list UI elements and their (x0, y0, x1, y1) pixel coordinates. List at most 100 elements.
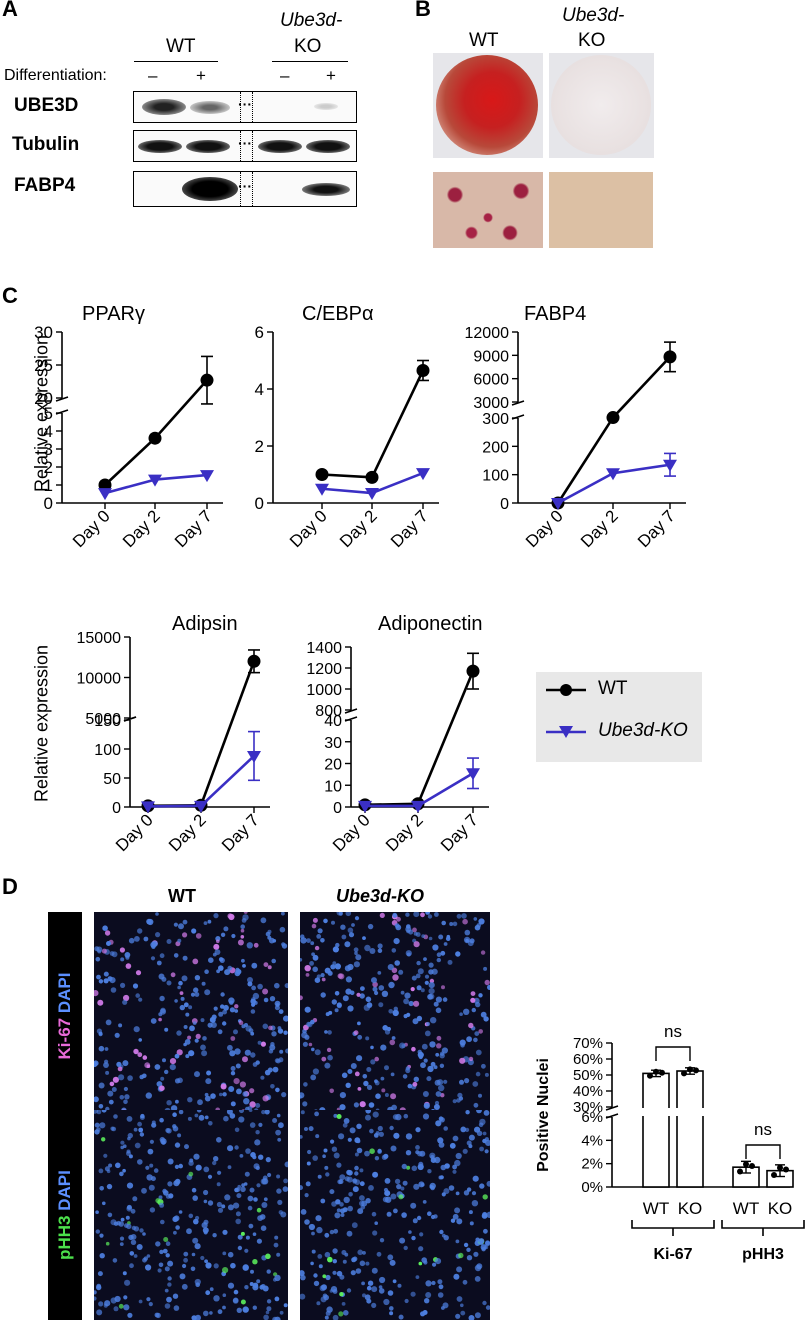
nucleus (177, 1133, 182, 1138)
nucleus (398, 1194, 404, 1200)
nucleus (453, 1273, 460, 1280)
nucleus (311, 1249, 316, 1254)
nucleus (264, 1110, 270, 1115)
nucleus (476, 1130, 483, 1136)
nucleus (283, 1303, 288, 1308)
nucleus (327, 1054, 333, 1061)
oil-red-dish-wt (433, 53, 543, 158)
y-tick-label: 50 (103, 771, 121, 788)
nucleus (320, 973, 325, 978)
nucleus (402, 1180, 408, 1186)
nucleus (217, 1207, 224, 1213)
nucleus (307, 1149, 312, 1155)
nucleus (238, 1116, 245, 1123)
nucleus (367, 1280, 374, 1286)
nucleus (275, 1129, 281, 1136)
nucleus (103, 978, 109, 984)
nucleus (182, 955, 188, 961)
nucleus (228, 913, 235, 921)
bar-x-label: WT (733, 1199, 759, 1218)
nucleus (443, 1188, 450, 1195)
nucleus (158, 1012, 163, 1017)
nucleus (485, 1139, 490, 1146)
nucleus (422, 1113, 430, 1120)
nucleus (463, 1190, 470, 1196)
nucleus (454, 1207, 461, 1214)
stain-label-ki67: Ki-67 DAPI (48, 912, 82, 1120)
nucleus (263, 1197, 268, 1202)
nucleus (137, 1159, 143, 1165)
nucleus (418, 1246, 424, 1252)
y-tick-label: 2% (581, 1156, 603, 1173)
nucleus (335, 1199, 341, 1205)
nucleus (300, 1293, 306, 1300)
significance-bracket (745, 1144, 781, 1159)
nucleus (222, 1305, 226, 1310)
nucleus (99, 1253, 105, 1259)
nucleus (324, 1315, 329, 1320)
nucleus (149, 1207, 156, 1213)
nucleus (384, 1065, 389, 1071)
nucleus (475, 1071, 481, 1077)
nucleus (255, 1103, 261, 1108)
nucleus (332, 1314, 339, 1320)
nucleus (353, 1102, 359, 1108)
nucleus (187, 1097, 193, 1103)
nucleus (374, 990, 379, 996)
nucleus (359, 1168, 364, 1173)
nucleus (234, 970, 241, 977)
diff-plus-wt: + (196, 66, 206, 85)
nucleus (486, 1180, 490, 1187)
nucleus (156, 1081, 163, 1087)
nucleus (203, 1189, 209, 1196)
nucleus (255, 1130, 260, 1135)
nucleus (250, 1052, 256, 1058)
nucleus (194, 1038, 199, 1043)
axis-break (55, 396, 69, 402)
nucleus (195, 1164, 202, 1171)
nucleus (227, 1251, 234, 1258)
nucleus (429, 1152, 436, 1159)
nucleus (462, 1148, 468, 1154)
nucleus (424, 1298, 430, 1304)
nucleus (482, 1194, 488, 1200)
nucleus (473, 1037, 478, 1043)
nucleus (432, 944, 439, 951)
nucleus (332, 946, 339, 953)
y-tick-label: 15000 (77, 630, 122, 647)
nucleus (133, 1048, 139, 1055)
nucleus (396, 916, 401, 922)
nucleus (324, 967, 331, 974)
nucleus (236, 1088, 242, 1095)
y-tick-label: 50% (573, 1067, 603, 1084)
nucleus (277, 1137, 282, 1142)
oil-red-micro-ko (549, 172, 653, 248)
nucleus (460, 1310, 466, 1316)
y-tick-label: 70% (573, 1035, 603, 1052)
nucleus (430, 1061, 436, 1067)
nucleus (158, 1017, 162, 1022)
nucleus (98, 1301, 104, 1307)
nucleus (316, 1301, 321, 1306)
nucleus (234, 1187, 239, 1193)
nucleus (263, 997, 269, 1003)
nucleus (406, 1012, 411, 1017)
nucleus (403, 998, 409, 1005)
nucleus (366, 1084, 373, 1090)
nucleus (101, 1110, 107, 1113)
nucleus (223, 1004, 229, 1011)
nucleus (326, 1306, 333, 1313)
blot-strip-ube3d: ··· (133, 91, 357, 123)
nucleus (174, 1178, 181, 1185)
nucleus (207, 1022, 213, 1028)
nucleus (274, 1274, 281, 1282)
nucleus (364, 1150, 370, 1157)
nucleus (390, 1145, 397, 1152)
nucleus (252, 1232, 257, 1236)
nucleus (256, 1183, 261, 1188)
nucleus (281, 912, 285, 916)
nucleus (245, 1235, 250, 1240)
nucleus (270, 1084, 275, 1089)
nucleus (249, 1088, 255, 1094)
